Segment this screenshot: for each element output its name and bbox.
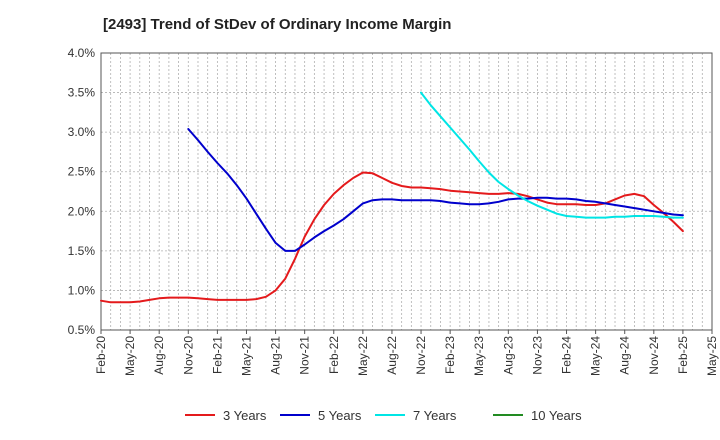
plot-frame bbox=[100, 52, 713, 331]
x-tick-label: Nov-22 bbox=[414, 336, 428, 375]
x-tick-label: May-25 bbox=[705, 336, 719, 376]
y-tick-label: 0.5% bbox=[68, 323, 96, 337]
x-tick-label: Feb-24 bbox=[560, 336, 574, 374]
y-tick-label: 2.0% bbox=[68, 204, 96, 218]
y-tick-label: 1.0% bbox=[68, 283, 96, 297]
series-line-3 bbox=[420, 91, 684, 219]
x-tick-label: May-22 bbox=[356, 336, 370, 376]
x-tick-label: May-24 bbox=[589, 336, 603, 376]
chart-title: [2493] Trend of StDev of Ordinary Income… bbox=[103, 16, 452, 33]
x-tick-label: Nov-23 bbox=[530, 336, 544, 375]
x-tick-label: Aug-22 bbox=[385, 336, 399, 375]
legend-label-3: 7 Years bbox=[413, 408, 457, 423]
legend-label-4: 10 Years bbox=[531, 408, 582, 423]
series-line-1 bbox=[100, 171, 684, 304]
x-tick-label: Aug-24 bbox=[618, 336, 632, 375]
x-tick-label: Aug-21 bbox=[269, 336, 283, 375]
x-tick-label: Feb-21 bbox=[210, 336, 224, 374]
y-tick-label: 4.0% bbox=[68, 46, 96, 60]
legend-label-1: 3 Years bbox=[223, 408, 267, 423]
series-line-2 bbox=[187, 128, 684, 252]
x-tick-label: Feb-20 bbox=[94, 336, 108, 374]
x-tick-label: Feb-25 bbox=[676, 336, 690, 374]
x-tick-label: May-21 bbox=[239, 336, 253, 376]
y-tick-label: 3.5% bbox=[68, 86, 96, 100]
x-tick-label: Aug-23 bbox=[501, 336, 515, 375]
x-tick-label: Nov-20 bbox=[181, 336, 195, 375]
x-tick-label: May-20 bbox=[123, 336, 137, 376]
x-tick-label: Nov-24 bbox=[647, 336, 661, 375]
x-tick-label: Feb-22 bbox=[327, 336, 341, 374]
x-tick-label: Nov-21 bbox=[298, 336, 312, 375]
x-tick-label: Feb-23 bbox=[443, 336, 457, 374]
legend-label-2: 5 Years bbox=[318, 408, 362, 423]
x-tick-label: May-23 bbox=[472, 336, 486, 376]
y-tick-label: 3.0% bbox=[68, 125, 96, 139]
x-tick-label: Aug-20 bbox=[152, 336, 166, 375]
y-tick-label: 1.5% bbox=[68, 244, 96, 258]
y-tick-label: 2.5% bbox=[68, 165, 96, 179]
